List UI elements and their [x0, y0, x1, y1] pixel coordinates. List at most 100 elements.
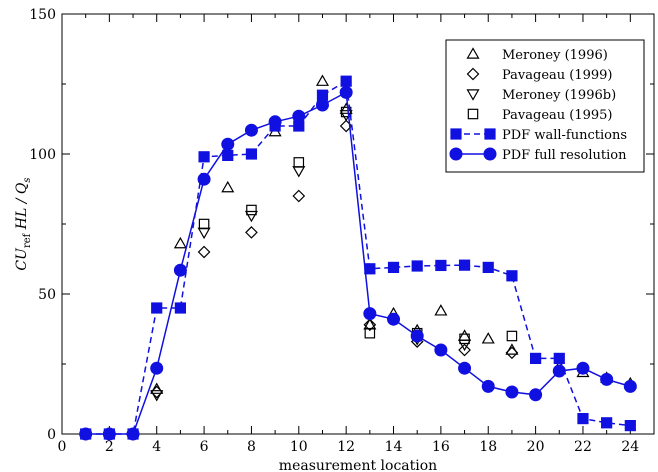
data-point [150, 385, 164, 399]
data-point [529, 388, 543, 402]
data-point [292, 189, 306, 203]
legend-label: Pavageau (1999) [502, 68, 613, 83]
legend-label: Pavageau (1995) [502, 108, 613, 123]
data-point [79, 427, 93, 441]
data-point [458, 259, 471, 271]
x-tick-label: 20 [527, 439, 545, 455]
data-point [458, 361, 472, 375]
data-point [173, 236, 187, 249]
data-point [102, 427, 116, 441]
legend-marker [467, 108, 479, 120]
data-point [340, 75, 352, 87]
data-point [530, 352, 542, 364]
y-tick-label: 100 [29, 147, 56, 163]
data-point [340, 106, 352, 118]
data-point [458, 343, 471, 357]
data-point [245, 226, 258, 239]
x-tick-label: 16 [432, 439, 450, 455]
data-point [126, 427, 140, 441]
legend-entry: PDF wall-functions [450, 128, 627, 143]
data-point [221, 137, 235, 151]
legend: Meroney (1996) Pavageau (1999) Meroney (19… [445, 39, 645, 173]
x-tick-label: 12 [337, 439, 355, 455]
x-axis-title: measurement location [279, 458, 437, 472]
data-point [624, 420, 636, 432]
legend-entry: Pavageau (1995) [467, 108, 613, 123]
series-5 [79, 85, 637, 441]
legend-entry: PDF full resolution [449, 147, 627, 163]
data-point [435, 259, 447, 272]
legend-marker [484, 128, 496, 140]
y-tick-label: 0 [47, 427, 56, 443]
data-point [222, 149, 234, 162]
data-point [151, 302, 163, 314]
data-point [505, 343, 519, 355]
x-tick-label: 10 [290, 439, 308, 455]
data-point [411, 260, 423, 272]
data-point [601, 417, 613, 429]
y-axis-title-sub2: s [22, 177, 33, 182]
y-axis-title-rest: HL / Q [14, 182, 30, 234]
x-tick-label: 0 [58, 439, 67, 455]
x-tick-label: 18 [479, 439, 497, 455]
y-tick-label: 50 [38, 287, 56, 303]
data-point [173, 263, 187, 277]
data-point [482, 261, 494, 273]
data-point [364, 327, 376, 339]
data-point [150, 382, 164, 394]
data-point [315, 74, 330, 86]
data-point [198, 218, 210, 230]
data-point [576, 361, 590, 375]
legend-label: Meroney (1996b) [502, 88, 616, 103]
legend-marker [449, 147, 463, 161]
legend-marker [466, 89, 480, 101]
legend-entry: Pavageau (1999) [466, 67, 613, 83]
data-point [506, 330, 518, 342]
x-tick-label: 6 [200, 439, 209, 455]
data-point [363, 318, 377, 330]
data-point [577, 413, 589, 425]
legend-label: PDF wall-functions [502, 128, 627, 143]
data-point [221, 180, 235, 193]
data-point [244, 123, 258, 137]
data-point [293, 157, 305, 168]
data-point [506, 270, 518, 282]
legend-entry: Meroney (1996) [466, 47, 608, 63]
data-point [244, 210, 258, 223]
data-point [434, 304, 448, 316]
legend-marker [466, 47, 480, 59]
data-point [315, 98, 329, 112]
data-point [553, 352, 565, 364]
data-point [363, 307, 377, 321]
x-tick-label: 22 [574, 439, 592, 455]
data-point [150, 361, 164, 375]
data-point [434, 343, 448, 357]
legend-box [445, 39, 645, 173]
legend-marker [450, 128, 462, 140]
legend-entry: Meroney (1996b) [466, 88, 616, 103]
data-point [246, 204, 257, 216]
data-point [410, 329, 424, 343]
y-axis-title: CUref HL / Qs [14, 177, 33, 270]
data-point [197, 227, 211, 240]
data-point [245, 148, 258, 160]
data-point [292, 166, 306, 178]
data-point [458, 329, 472, 341]
data-point [198, 151, 210, 163]
y-axis-title-main: CU [14, 247, 30, 271]
x-tick-label: 8 [247, 439, 256, 455]
y-tick-label: 150 [29, 7, 56, 23]
data-point [339, 85, 353, 99]
data-point [363, 318, 377, 332]
data-point [174, 302, 187, 314]
data-point [197, 172, 211, 186]
legend-label: PDF full resolution [502, 148, 627, 163]
plot-series [79, 74, 637, 441]
data-point [458, 339, 472, 352]
data-point [481, 379, 495, 393]
data-point [292, 109, 306, 123]
data-point [600, 372, 614, 386]
data-point [481, 332, 495, 344]
legend-marker [466, 67, 480, 81]
